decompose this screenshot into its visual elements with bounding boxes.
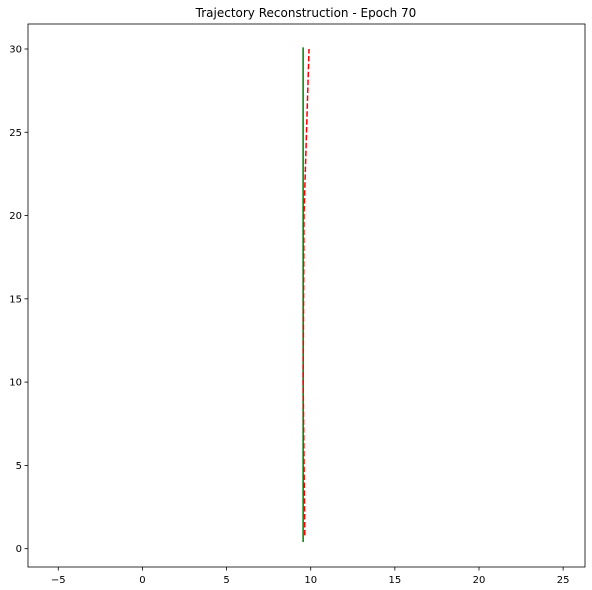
axes-frame — [27, 23, 586, 568]
x-axis-ticks: −5 0 5 10 15 20 25 — [51, 567, 570, 586]
x-tick-label: 5 — [223, 575, 229, 586]
y-tick-label: 15 — [9, 294, 22, 305]
y-axis-ticks: 0 5 10 15 20 25 30 — [9, 44, 28, 555]
series-line-2 — [302, 48, 310, 536]
y-tick-label: 5 — [16, 461, 22, 472]
x-tick-label: 20 — [473, 575, 486, 586]
y-tick-label: 30 — [9, 44, 22, 55]
x-tick-label: −5 — [51, 575, 66, 586]
y-tick-label: 10 — [9, 378, 22, 389]
y-tick-label: 25 — [9, 128, 22, 139]
chart-title: Trajectory Reconstruction - Epoch 70 — [195, 6, 417, 20]
x-tick-label: 10 — [304, 575, 317, 586]
x-tick-label: 15 — [388, 575, 401, 586]
x-tick-label: 0 — [139, 575, 145, 586]
y-tick-label: 20 — [9, 211, 22, 222]
x-tick-label: 25 — [557, 575, 570, 586]
plot-area — [302, 47, 310, 543]
y-tick-label: 0 — [16, 544, 22, 555]
